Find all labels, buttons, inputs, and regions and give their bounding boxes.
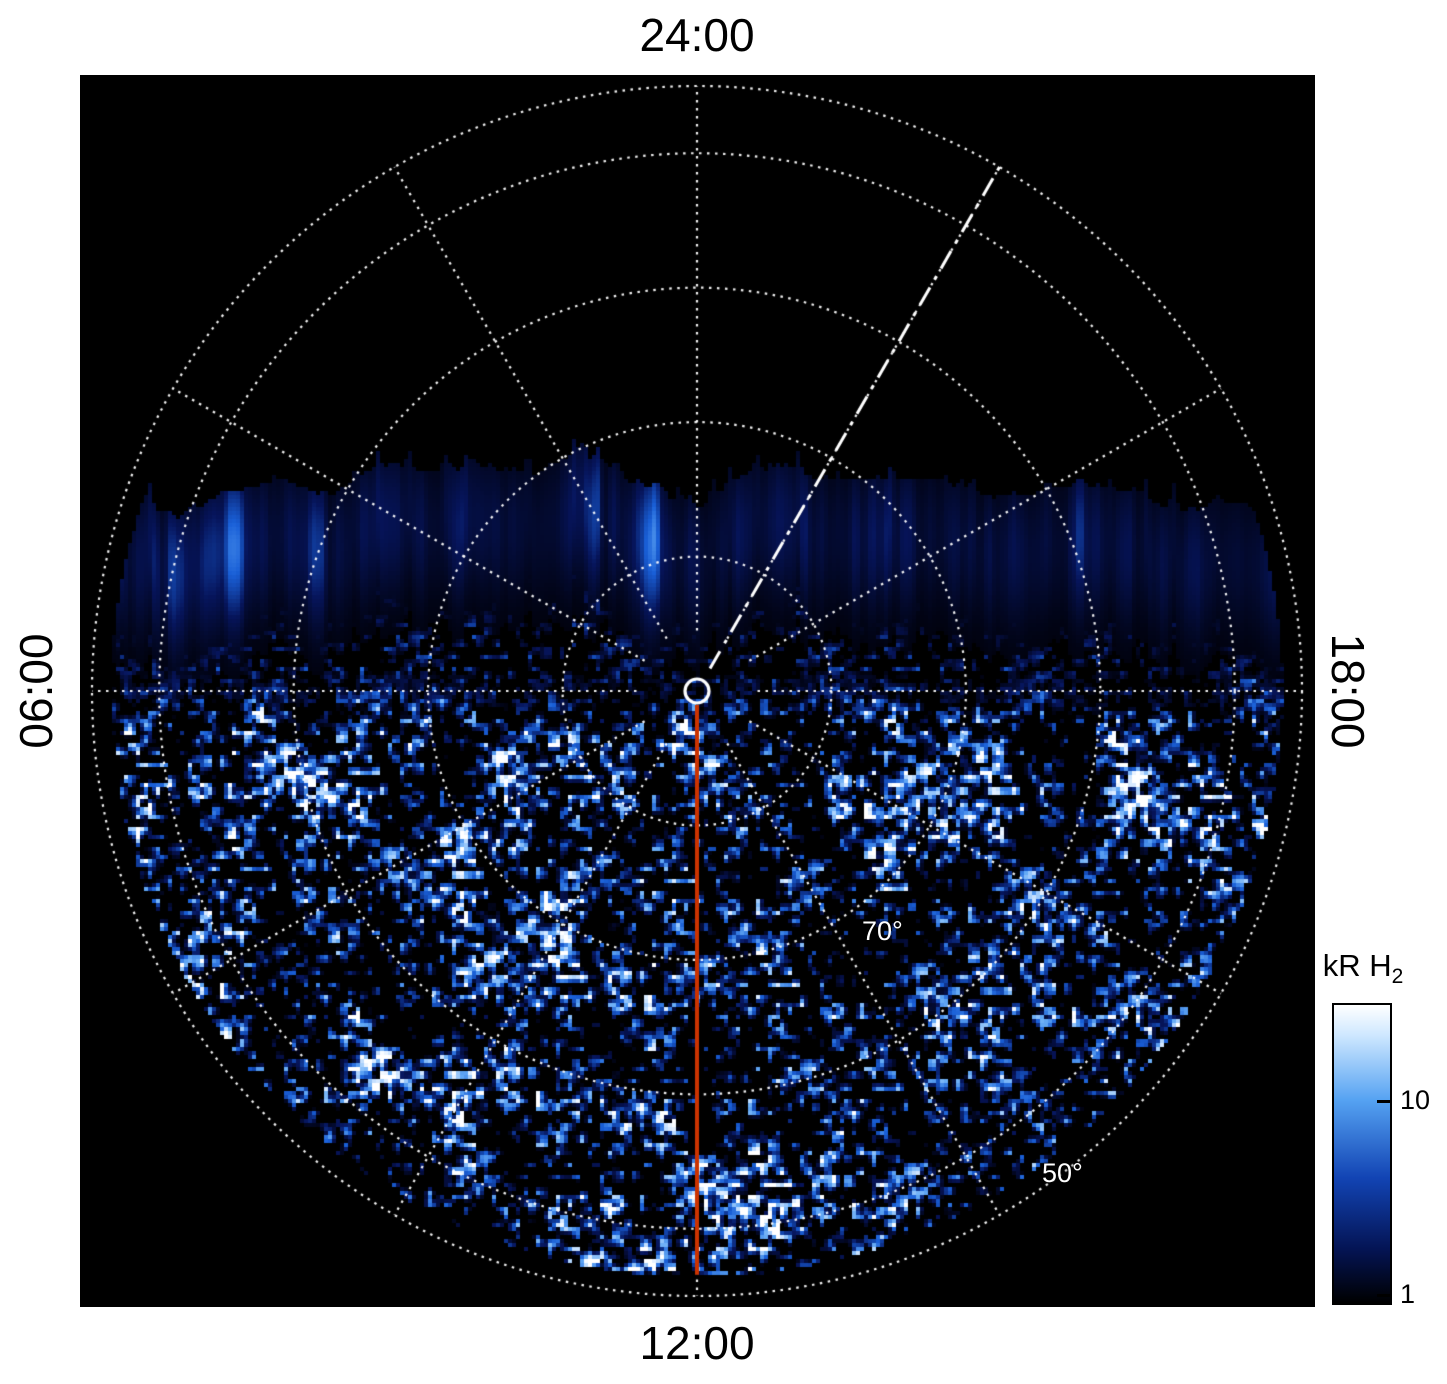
axis-label-midnight: 24:00 (639, 9, 755, 61)
colorbar-gradient (1332, 1003, 1392, 1305)
colorbar-tick-mark-1 (1377, 1294, 1390, 1297)
axis-label-dawn: 06:00 (10, 633, 62, 749)
latitude-label-70: 70° (862, 916, 903, 946)
colorbar-tick-label-1: 1 (1400, 1279, 1416, 1309)
colorbar-tick-label-10: 10 (1400, 1085, 1431, 1115)
colorbar-title-subscript: 2 (1391, 965, 1404, 989)
axis-label-dusk: 18:00 (1322, 633, 1374, 749)
latitude-label-50: 50° (1042, 1158, 1083, 1188)
axis-label-noon: 12:00 (639, 1317, 755, 1369)
polar-plot-canvas (80, 75, 1315, 1307)
colorbar-title: kR H2 (1323, 948, 1404, 989)
colorbar-tick-mark-10 (1377, 1100, 1390, 1103)
colorbar-title-main: kR H (1322, 948, 1392, 983)
